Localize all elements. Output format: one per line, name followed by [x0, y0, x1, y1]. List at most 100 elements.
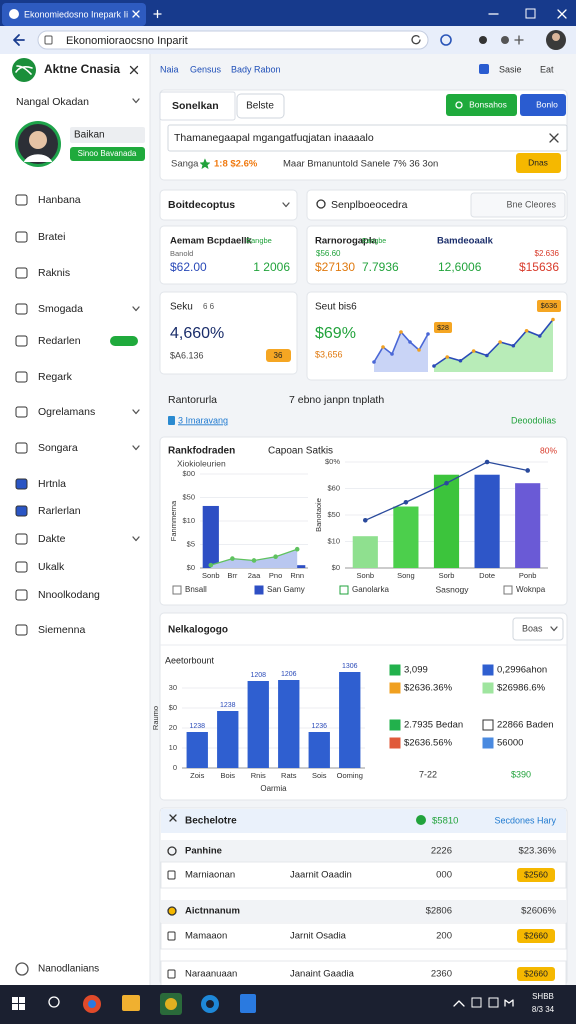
section-subtitle: 7 ebno janpn tnplath: [289, 394, 384, 406]
button-label[interactable]: Bonsahos: [469, 99, 507, 109]
menu-item[interactable]: Redarlen: [38, 335, 81, 347]
stat-value: 22866 Baden: [497, 720, 554, 731]
maximize[interactable]: [525, 8, 536, 19]
secondary-button[interactable]: [520, 94, 566, 116]
table-link[interactable]: Secdones Hary: [494, 815, 556, 825]
chart-title: Capoan Satkis: [268, 446, 333, 457]
chart-title: Aeetorbount: [165, 655, 215, 665]
kpi-value: $69%: [315, 325, 356, 342]
y-axis-label: Raumo: [151, 706, 160, 730]
close-icon[interactable]: [549, 133, 559, 143]
chevron: [132, 536, 140, 542]
nav-link[interactable]: Sasie: [499, 64, 522, 74]
legend-label: Ganolarka: [352, 585, 389, 594]
reload[interactable]: [411, 35, 421, 45]
close-icon[interactable]: [129, 65, 139, 75]
new-tab[interactable]: [153, 9, 162, 19]
search-button[interactable]: [48, 996, 60, 1008]
extension[interactable]: [501, 36, 509, 44]
button-label[interactable]: Dnas: [528, 157, 548, 167]
taskbar-app[interactable]: [240, 994, 256, 1013]
menu-item[interactable]: Songara: [38, 442, 78, 454]
menu-item[interactable]: Ogrelamans: [38, 406, 95, 418]
row-value: $2806: [426, 906, 452, 917]
nav-link[interactable]: Gensus: [190, 64, 222, 74]
menu-item[interactable]: Nnoolkodang: [38, 589, 100, 601]
menu-item[interactable]: Ukalk: [38, 561, 65, 573]
address-bar[interactable]: [37, 30, 429, 50]
action-button[interactable]: [516, 153, 561, 173]
browser-tab[interactable]: [2, 3, 146, 26]
menu-item[interactable]: Bratei: [38, 231, 65, 243]
section-link[interactable]: 3 Imaravang: [178, 415, 228, 425]
menu-item[interactable]: Raknis: [38, 267, 70, 279]
nav-link[interactable]: Bady Rabon: [231, 64, 281, 74]
menu-button[interactable]: [514, 35, 524, 45]
search-placeholder: Bne Cleores: [506, 199, 556, 209]
menu-item[interactable]: Regark: [38, 371, 73, 383]
start-button[interactable]: [19, 1004, 25, 1010]
menu-item[interactable]: Siemenna: [38, 624, 85, 636]
dropdown[interactable]: Boitdecoptus: [168, 199, 235, 211]
row-value: 000: [436, 870, 452, 881]
start-button[interactable]: [19, 997, 25, 1003]
x-tick-label: Dote: [479, 571, 495, 580]
search-input[interactable]: [167, 124, 568, 152]
profile-button[interactable]: [70, 147, 145, 161]
row-detail: Janaint Gaadia: [290, 969, 355, 980]
table-card: [159, 807, 568, 986]
close-icon[interactable]: [132, 10, 140, 18]
nav-link[interactable]: Naia: [160, 64, 179, 74]
sidebar-footer[interactable]: Nanodlanians: [38, 964, 99, 975]
button-label[interactable]: Bonlo: [536, 99, 558, 109]
stat-footer: $390: [511, 769, 531, 779]
search-label: Senplboeocedra: [331, 199, 408, 211]
kpi-value: 4,660%: [170, 325, 224, 342]
kpi-sub: Banold: [170, 249, 193, 258]
menu-icon: [15, 561, 28, 573]
start-button[interactable]: [12, 1004, 18, 1010]
nav-link[interactable]: Eat: [540, 64, 554, 74]
dropdown-label[interactable]: Boas: [522, 623, 543, 633]
stat-swatch: [482, 682, 494, 694]
tab-active[interactable]: [159, 91, 236, 121]
table-header: [161, 809, 566, 833]
bar: [352, 536, 378, 568]
menu-item[interactable]: Smogada: [38, 303, 83, 315]
section-link[interactable]: Deoodolias: [511, 415, 557, 425]
stat-value: 0,2996ahon: [497, 665, 547, 676]
menu-item[interactable]: Hanbana: [38, 194, 81, 206]
menu-item[interactable]: Hrtnla: [38, 478, 66, 490]
start-button[interactable]: [12, 997, 18, 1003]
menu-item[interactable]: Dakte: [38, 533, 66, 545]
status-text: Maar Bmanuntold Sanele 7% 36 3on: [283, 159, 438, 170]
search-field[interactable]: [470, 192, 566, 218]
point: [525, 468, 530, 473]
extension[interactable]: [440, 34, 452, 46]
tab-label[interactable]: Sonelkan: [172, 100, 219, 112]
x-tick-label: Pno: [269, 571, 282, 580]
tab[interactable]: [236, 93, 285, 119]
kpi-card: [306, 225, 568, 285]
row-icon: [167, 846, 177, 856]
taskbar-app[interactable]: [122, 995, 140, 1011]
bar: [393, 506, 419, 568]
bar: [278, 680, 300, 768]
primary-button[interactable]: [446, 94, 517, 116]
row-badge: [517, 868, 555, 882]
tray-icon: [504, 999, 514, 1007]
tab-label[interactable]: Belste: [246, 101, 274, 112]
back-button[interactable]: [13, 34, 25, 46]
point: [230, 556, 235, 561]
row-icon: [167, 969, 176, 979]
y-tick-label: $0: [169, 703, 177, 712]
menu-item[interactable]: Rarlerlan: [38, 505, 81, 517]
kpi-sub: 6 6: [203, 302, 215, 311]
bar-note: 1236: [311, 723, 327, 730]
extension[interactable]: [479, 36, 487, 44]
close-icon[interactable]: [557, 9, 567, 19]
profile-button-label[interactable]: Sinoo Bavanada: [78, 149, 137, 158]
dropdown[interactable]: [512, 617, 564, 641]
point: [363, 518, 368, 523]
